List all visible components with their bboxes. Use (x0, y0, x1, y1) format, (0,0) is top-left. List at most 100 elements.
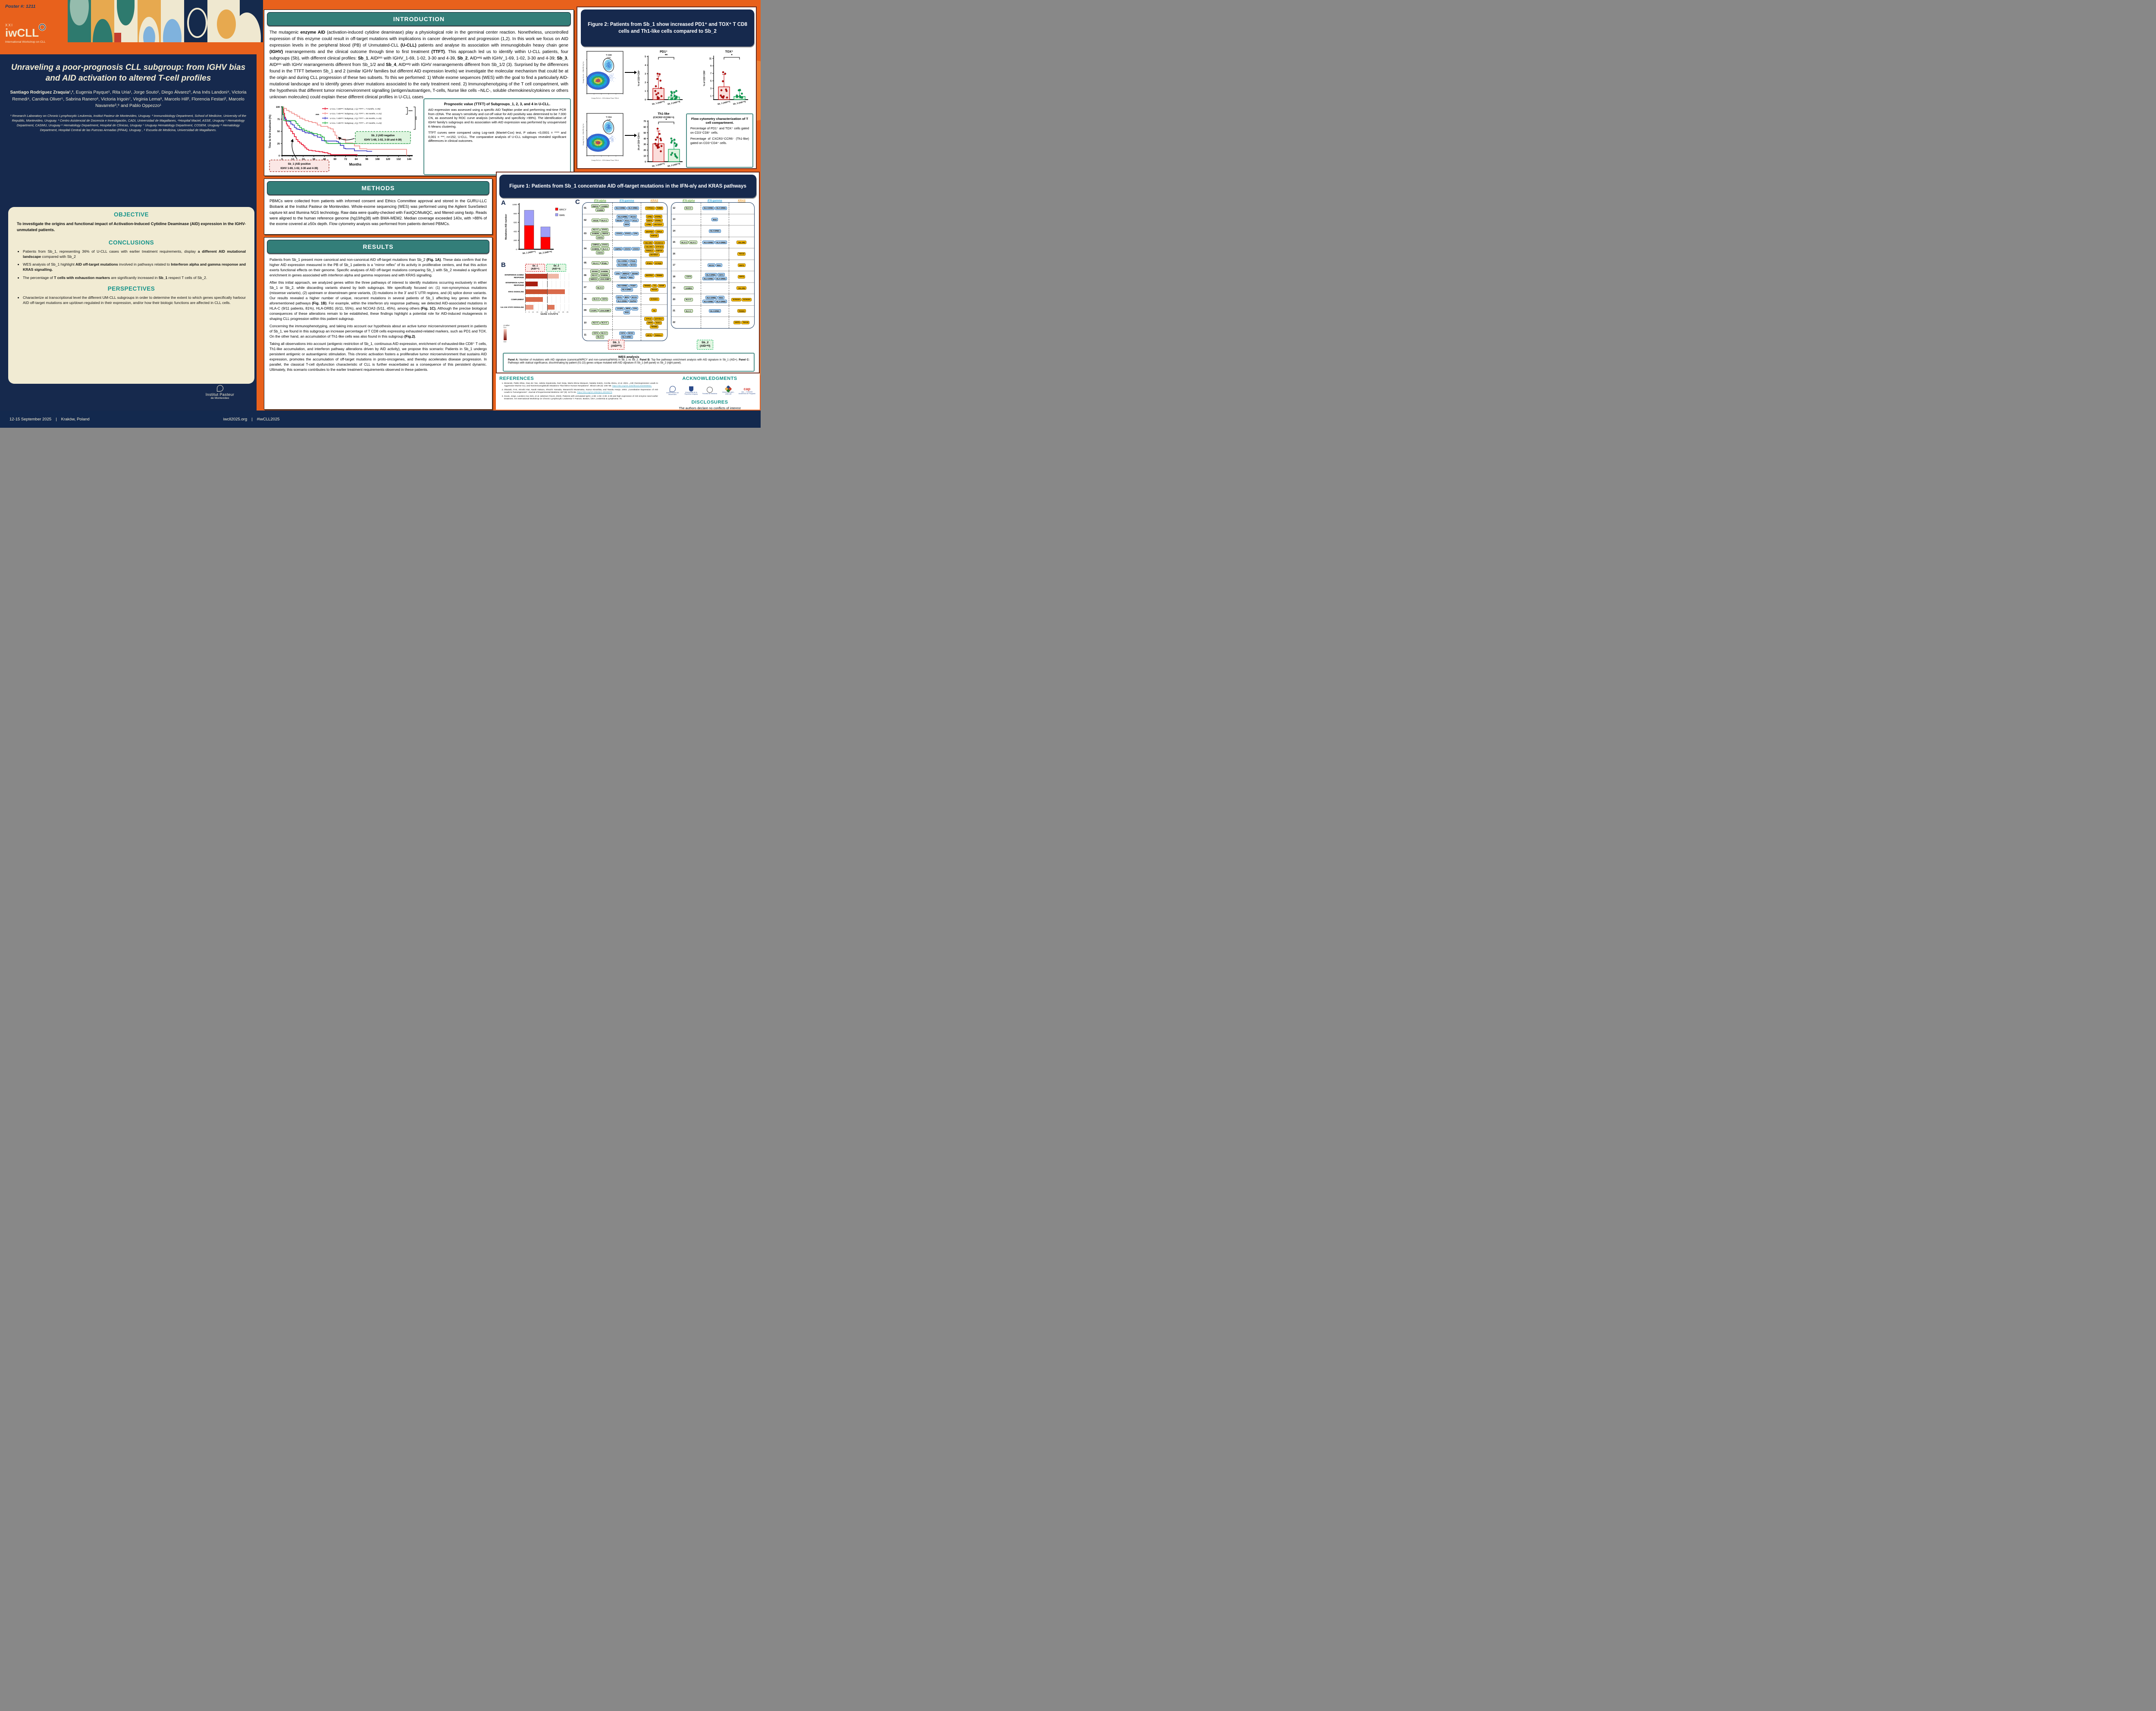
gene-chip: HLA-DRB1 (715, 206, 727, 210)
doi-link[interactable]: https://doi.org/10.1182/blood.2020008654… (612, 385, 652, 388)
pathway-row: IL6 JAK STAT3 SIGNALING (500, 304, 573, 311)
tox-dot-plot: TOX⁺ 1 3 5 7 9 11 % of CD3⁺CD8⁺ Sb_1 (AIDᵖᵒˢ) Sb_… (703, 50, 748, 106)
svg-text:72: 72 (344, 158, 347, 161)
data-point (671, 152, 674, 154)
svg-text:Time to first treatment (%): Time to first treatment (%) (269, 115, 272, 148)
references-section: REFERENCES Morande, Pablo Elías, Xiao-Ji… (499, 376, 658, 402)
data-point (736, 96, 738, 98)
institute-name: Institut Pasteur (205, 392, 235, 397)
data-point (722, 71, 724, 73)
svg-text:PD1⁺: PD1⁺ (660, 50, 667, 53)
pathway-bar (548, 305, 555, 310)
gene-chip: HLA-DRB1 (715, 241, 727, 244)
data-point (725, 90, 728, 92)
gene-chip: RNF31 (591, 204, 600, 208)
svg-text:Months: Months (349, 163, 362, 166)
svg-text:U-CLL / AIDⁿᵉᵍ / Subgroup_2 (χ: U-CLL / AIDⁿᵉᵍ / Subgroup_2 (χ TTFT = 56… (330, 113, 382, 115)
prognostic-title: Prognostic value (TTFT) of Subgroups_1, … (444, 102, 551, 106)
gene-chip: STAT2 (632, 247, 640, 251)
data-point (654, 90, 657, 92)
footer-separator: | (251, 417, 253, 422)
gene-chip: GTF3C5 (654, 245, 664, 249)
prognostic-p2: TTFT curves were compared using Log-rank… (428, 131, 566, 143)
data-point (674, 142, 676, 144)
prognostic-p1: AID expression was assessed using a spec… (428, 108, 566, 128)
svg-text:Comp-RL2-A :: CD3-Alexa Fluor: Comp-RL2-A :: CD3-Alexa Fluor 700-A (591, 97, 619, 99)
gene-chip: KRT5 (645, 333, 653, 337)
reference-item: Souto, Jorge, Landoni Ana Inés, et al. (… (504, 395, 658, 401)
svg-text:Comp-YL4-A :: CD4-PE-Cy7-A: Comp-YL4-A :: CD4-PE-Cy7-A (583, 123, 584, 145)
svg-text:1000: 1000 (512, 204, 517, 206)
conclusion-item: The percentage of T cells with exhaustio… (23, 275, 246, 280)
svg-text:****: **** (414, 116, 417, 120)
disclosures-text: The authors declare no conflicts of inte… (679, 406, 741, 410)
results-paragraph: Taking all observations into account (an… (270, 342, 487, 372)
gene-chip: HLA-DRB1 (702, 300, 715, 304)
svg-text:5: 5 (645, 56, 646, 58)
poster-title: Unraveling a poor-prognosis CLL subgroup… (11, 63, 246, 83)
patient-row: 05 HLA-C IFI44L HLA-DRB1 IFI44L HLA-DRB1 NCO3 I… (583, 257, 667, 269)
objective-text: To investigate the origins and functiona… (17, 222, 246, 232)
patient-row: 13 RIGI (671, 213, 754, 225)
svg-text:0: 0 (281, 158, 283, 161)
svg-text:0: 0 (516, 248, 517, 251)
results-paragraph: After this initial approach, we analyzed… (270, 280, 487, 321)
svg-text:10: 10 (643, 155, 646, 158)
svg-text:84: 84 (355, 158, 358, 161)
pathway-column-header: IFN-gamma (707, 199, 722, 202)
gene-chip: SAMD9L (599, 273, 610, 277)
svg-text:100: 100 (276, 106, 280, 109)
gene-chip: HLA-DRB1 (627, 206, 639, 210)
svg-text:2.84: 2.84 (607, 56, 611, 59)
svg-text:Sb_2 (AID negative: Sb_2 (AID negative (371, 135, 395, 137)
svg-text:Sb_1 (AIDᵖᵒˢ): Sb_1 (AIDᵖᵒˢ) (652, 163, 665, 168)
results-paragraph: Concerning the immunophenotyping, and ta… (270, 324, 487, 339)
conclusion-item: WES analysis of Sb_1 highlight AID off-t… (23, 262, 246, 272)
gene-chip: HLA-C (592, 297, 601, 301)
data-point (674, 94, 676, 97)
gene-chip: RNF31 (601, 232, 610, 235)
gene-chip: HLA-DRB1 (620, 288, 633, 291)
gene-chip: HLA-C (689, 241, 697, 244)
svg-text:108: 108 (375, 158, 380, 161)
data-point (659, 79, 662, 82)
prognostic-box: Prognostic value (TTFT) of Subgroups_1, … (423, 98, 571, 175)
pathway-column-header: IFN-alpha (682, 199, 695, 202)
pathway-bar (526, 274, 547, 279)
data-point (657, 97, 659, 100)
data-point (726, 96, 728, 99)
svg-text:24: 24 (302, 158, 305, 161)
decorative-mosaic (68, 0, 263, 42)
svg-text:3: 3 (710, 88, 711, 90)
pathway-bar (548, 289, 565, 294)
data-point (656, 136, 658, 138)
svg-text:% of CD3⁺CD8⁺: % of CD3⁺CD8⁺ (638, 70, 640, 86)
svg-text:Mutations AID number: Mutations AID number (505, 213, 508, 239)
authors: Santiago Rodríguez Zraquia¹,², Eugenia P… (10, 90, 247, 109)
gene-chip: STAT2 (615, 232, 624, 235)
svg-text:120: 120 (386, 158, 391, 161)
svg-text:40: 40 (643, 138, 646, 140)
svg-text:WAN: WAN (559, 214, 564, 217)
gene-chip: NCO3 (629, 263, 637, 267)
panelb-xlabel: GENE COUNTS (540, 313, 558, 316)
gene-chip: XCL1 (623, 219, 631, 222)
introduction-header: INTRODUCTION (267, 12, 571, 26)
gene-chip: UGT2b17 (652, 222, 664, 226)
pathway-bar (526, 289, 547, 294)
pathway-bar (526, 305, 533, 310)
gene-chip: HLA-DRB1 (702, 206, 715, 210)
svg-text:% of CD3⁺CD8⁺: % of CD3⁺CD8⁺ (703, 70, 706, 86)
arrow-icon (625, 133, 637, 137)
references-heading: REFERENCES (499, 376, 534, 381)
svg-text:60: 60 (334, 158, 337, 161)
doi-link[interactable]: https://doi.org/10.1084/jem.20030275 (577, 392, 612, 394)
panel-b-label: B (501, 261, 506, 269)
svg-text:132: 132 (396, 158, 401, 161)
data-point (739, 96, 742, 99)
gene-chip: CD74 (685, 275, 693, 279)
gene-chip: ATP4A (644, 317, 653, 321)
panel-c-label: C (575, 198, 580, 206)
data-point (741, 92, 743, 95)
panelb-group-label: Sb_2 (AIDⁿᵉᵍ) (546, 264, 566, 272)
